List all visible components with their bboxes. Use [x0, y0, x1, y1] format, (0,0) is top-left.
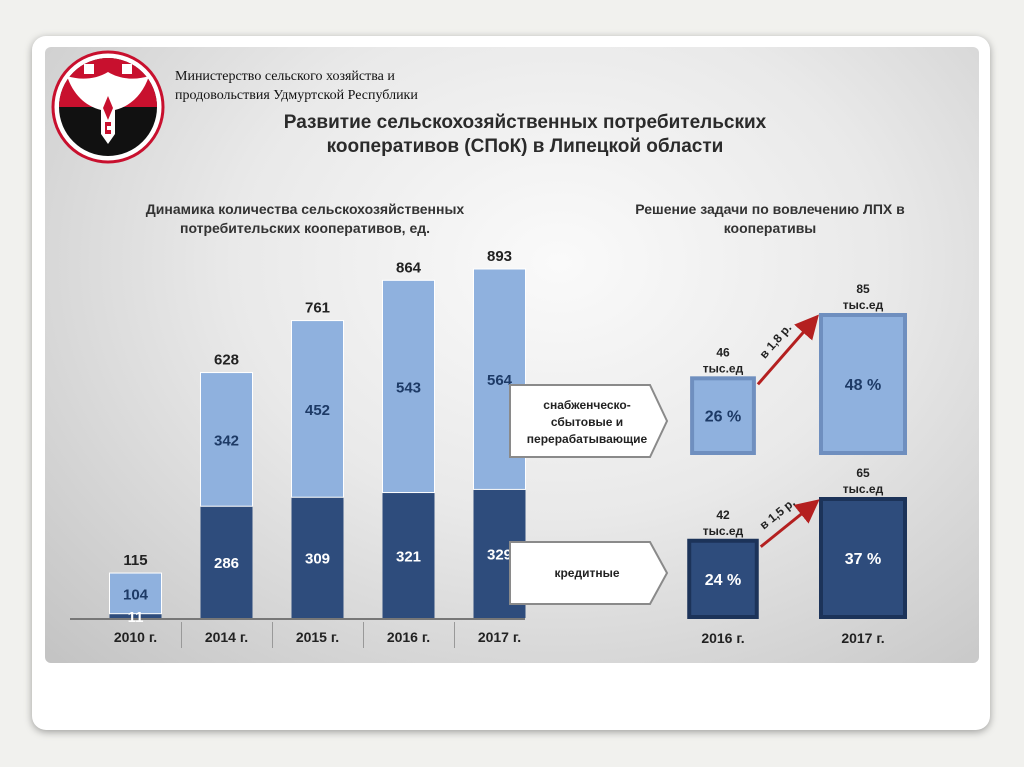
bar-segment-light	[382, 279, 435, 494]
share-percent-label: 26 %	[705, 409, 741, 426]
bar-dark-label: 329	[487, 547, 512, 564]
value-label: 65	[856, 466, 870, 480]
x-tick-label: 2016 г.	[701, 630, 744, 646]
bar-light-label: 342	[214, 432, 239, 449]
bar-dark-label: 309	[305, 551, 330, 568]
bar-dark-label: 321	[396, 548, 421, 565]
bar-light-label: 452	[305, 402, 330, 419]
growth-arrow	[759, 499, 820, 548]
bar-total-label: 628	[214, 352, 239, 369]
udmurt-emblem	[51, 50, 165, 164]
bar-light-label: 564	[487, 372, 513, 389]
category-pointer	[509, 384, 669, 458]
bar-segment-dark	[109, 613, 162, 618]
ministry-name: Министерство сельского хозяйства и продо…	[175, 69, 418, 103]
growth-label: в 1,5 р.	[757, 495, 798, 532]
left-chart-subtitle: Динамика количества сельскохозяйственных…	[145, 201, 465, 236]
bar-segment-light	[291, 320, 344, 498]
share-box	[819, 497, 907, 619]
bar-segment-dark	[382, 492, 435, 618]
bar-segment-dark	[291, 497, 344, 618]
bar-light-label: 104	[123, 586, 149, 603]
unit-label: тыс.ед	[843, 482, 884, 496]
right-chart-subtitle: Решение задачи по вовлечению ЛПХ в коопе…	[635, 201, 905, 236]
growth-label: в 1,8 р.	[757, 321, 795, 361]
bar-total-label: 864	[396, 259, 422, 276]
value-label: 46	[716, 345, 730, 359]
category-label: снабженческо-	[543, 398, 630, 412]
x-tick-label: 2010 г.	[114, 629, 157, 645]
value-label: 85	[856, 282, 870, 296]
unit-label: тыс.ед	[703, 524, 744, 538]
share-percent-label: 37 %	[845, 551, 881, 568]
category-pointer	[509, 541, 669, 605]
bar-total-label: 115	[123, 552, 147, 569]
share-box	[687, 538, 759, 619]
x-tick-label: 2015 г.	[296, 629, 339, 645]
category-label: сбытовые и	[551, 415, 623, 429]
tick-divider	[454, 622, 455, 648]
bar-dark-label: 11	[128, 609, 144, 626]
unit-label: тыс.ед	[703, 361, 744, 375]
share-box	[819, 313, 907, 455]
unit-label: тыс.ед	[843, 298, 884, 312]
bar-light-label: 543	[396, 379, 421, 396]
tick-divider	[363, 622, 364, 648]
growth-arrow	[756, 314, 819, 386]
share-percent-label: 24 %	[705, 572, 741, 589]
right-chart: снабженческо-сбытовые и перерабатывающие к…	[509, 282, 907, 646]
category-label: кредитные	[554, 566, 619, 580]
left-axis-line	[70, 618, 525, 620]
bar-dark-label: 286	[214, 555, 239, 572]
x-tick-label: 2017 г.	[841, 630, 884, 646]
tick-divider	[181, 622, 182, 648]
category-label: перерабатывающие	[527, 432, 648, 446]
tick-divider	[272, 622, 273, 648]
value-label: 42	[716, 508, 730, 522]
x-tick-label: 2017 г.	[478, 629, 521, 645]
bar-segment-dark	[200, 506, 253, 618]
share-box	[690, 376, 756, 456]
charts-canvas: 11 104 115 2010 г. 286 342 628 2014 г. 309 452 761…	[70, 248, 907, 648]
page-title: Развитие сельскохозяйственных потребител…	[283, 112, 767, 157]
bar-segment-light	[200, 372, 253, 507]
slide: Министерство сельского хозяйства и продо…	[45, 47, 979, 663]
bar-total-label: 761	[305, 300, 330, 317]
x-tick-label: 2014 г.	[205, 629, 248, 645]
bar-total-label: 893	[487, 248, 512, 265]
bar-segment-light	[109, 572, 162, 615]
share-percent-label: 48 %	[845, 377, 881, 394]
left-chart: 11 104 115 2010 г. 286 342 628 2014 г. 309 452 761…	[70, 248, 526, 648]
x-tick-label: 2016 г.	[387, 629, 430, 645]
